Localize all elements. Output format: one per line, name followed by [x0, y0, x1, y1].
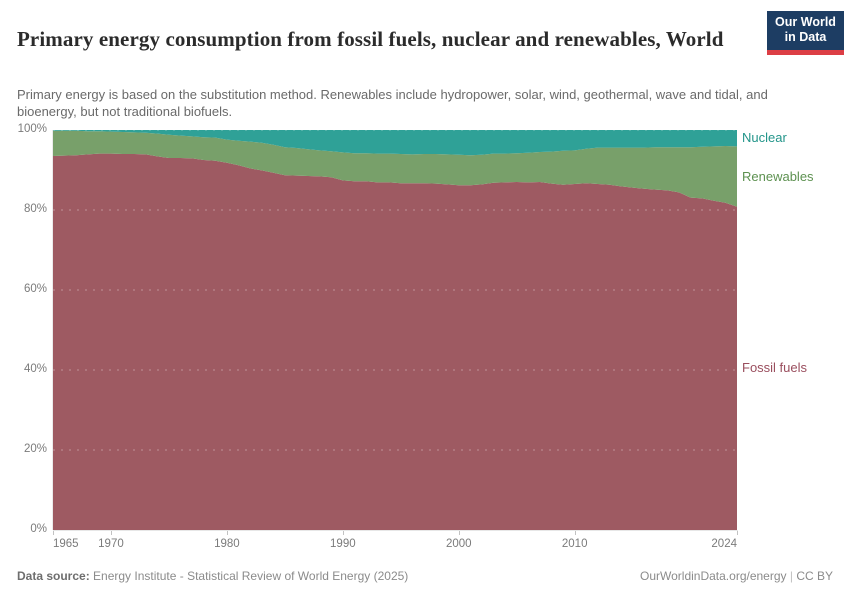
y-tick-label-40: 40%: [23, 363, 47, 375]
x-tick-label-1965: 1965: [53, 538, 79, 550]
area-renewables[interactable]: [53, 130, 737, 207]
owid-logo[interactable]: Our World in Data: [767, 11, 844, 50]
owid-logo-accent-bar: [767, 50, 844, 55]
series-label-nuclear[interactable]: Nuclear: [742, 130, 787, 146]
x-tick-label-2010: 2010: [561, 538, 588, 550]
credit-separator: |: [786, 569, 797, 583]
x-tick-label-2000: 2000: [445, 538, 472, 550]
y-tick-label-80: 80%: [23, 203, 47, 215]
x-tick-2010: [574, 531, 576, 535]
x-tick-label-1990: 1990: [330, 538, 356, 550]
y-axis-line: [52, 130, 53, 530]
license-label[interactable]: CC BY: [796, 569, 833, 583]
y-tick-label-20: 20%: [23, 443, 47, 455]
footer-credit[interactable]: OurWorldinData.org/energy | CC BY: [640, 569, 833, 583]
y-tick-label-0: 0%: [30, 523, 47, 535]
chart-title: Primary energy consumption from fossil f…: [17, 27, 724, 52]
x-tick-label-1970: 1970: [98, 538, 124, 550]
credit-url[interactable]: OurWorldinData.org/energy: [640, 569, 787, 583]
y-tick-label-100: 100%: [17, 123, 47, 135]
x-tick-1970: [110, 531, 112, 535]
owid-logo-line2: in Data: [784, 30, 827, 44]
series-label-fossil-fuels[interactable]: Fossil fuels: [742, 360, 808, 376]
x-tick-2024: [737, 531, 738, 535]
chart-subtitle: Primary energy is based on the substitut…: [17, 87, 768, 119]
area-nuclear[interactable]: [53, 130, 737, 156]
x-tick-2000: [458, 531, 460, 535]
x-tick-1965: [53, 531, 54, 535]
x-tick-label-1980: 1980: [214, 538, 240, 550]
datasource: Data source: Energy Institute - Statisti…: [17, 569, 408, 583]
plot-svg[interactable]: [53, 130, 738, 530]
y-tick-label-60: 60%: [23, 283, 47, 295]
series-label-renewables[interactable]: Renewables: [742, 168, 814, 184]
x-tick-1980: [226, 531, 228, 535]
x-axis-line: [53, 530, 738, 531]
chart-footer: Data source: Energy Institute - Statisti…: [17, 569, 833, 583]
area-fossil-fuels[interactable]: [53, 153, 737, 530]
x-tick-label-2024: 2024: [711, 538, 737, 550]
datasource-text: Energy Institute - Statistical Review of…: [89, 569, 409, 583]
datasource-label: Data source:: [17, 569, 90, 583]
owid-logo-line1: Our World: [775, 15, 836, 29]
x-tick-1990: [342, 531, 344, 535]
